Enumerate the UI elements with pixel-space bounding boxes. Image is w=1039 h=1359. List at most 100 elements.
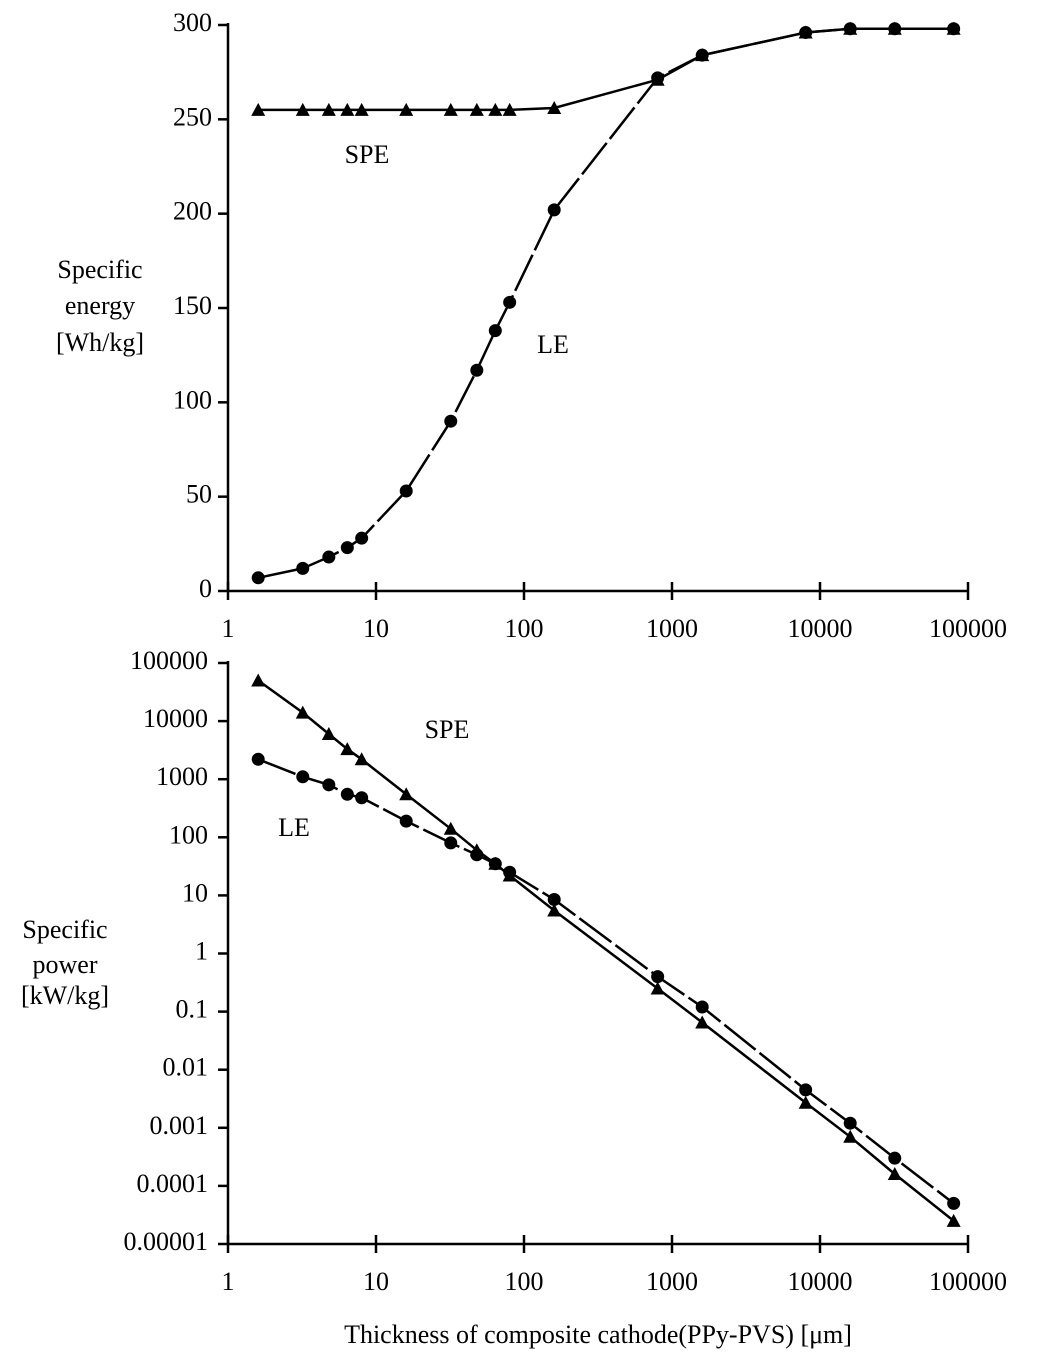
marker-circle [799, 1083, 813, 1097]
y-tick-label: 10 [182, 878, 208, 907]
y-tick-label: 0.00001 [124, 1227, 209, 1256]
y-tick-label: 0.0001 [137, 1169, 209, 1198]
y-tick-label: 0.1 [176, 995, 209, 1024]
marker-circle [888, 22, 902, 36]
x-tick-label: 100 [505, 614, 544, 643]
y-tick-label: 0.01 [163, 1053, 209, 1082]
marker-circle [296, 561, 310, 575]
x-tick-label: 1000 [646, 614, 698, 643]
marker-circle [947, 22, 961, 36]
marker-circle [651, 71, 665, 85]
y-axis-label: Specific [22, 915, 107, 944]
marker-circle [355, 791, 369, 805]
marker-circle [488, 857, 502, 871]
marker-triangle [547, 903, 562, 917]
marker-circle [340, 541, 354, 555]
marker-triangle [251, 102, 266, 116]
y-tick-label: 200 [173, 197, 212, 226]
y-tick-label: 300 [173, 8, 212, 37]
marker-triangle [399, 787, 414, 801]
marker-circle [399, 814, 413, 828]
x-tick-label: 10 [363, 614, 389, 643]
marker-circle [340, 787, 354, 801]
marker-triangle [399, 102, 414, 116]
marker-circle [444, 414, 458, 428]
marker-circle [470, 848, 484, 862]
y-tick-label: 0 [199, 574, 212, 603]
marker-triangle [488, 102, 503, 116]
marker-circle [488, 324, 502, 338]
marker-circle [947, 1196, 961, 1210]
annotation: LE [537, 330, 569, 359]
marker-circle [470, 363, 484, 377]
marker-triangle [295, 102, 310, 116]
y-axis-label: energy [65, 291, 135, 320]
x-tick-label: 100000 [929, 614, 1007, 643]
marker-circle [695, 48, 709, 62]
y-axis-label: power [33, 950, 98, 979]
x-tick-label: 10000 [788, 614, 853, 643]
marker-circle [503, 295, 517, 309]
y-axis-label: [Wh/kg] [56, 328, 144, 357]
x-tick-label: 1 [222, 1267, 235, 1296]
marker-circle [296, 770, 310, 784]
marker-triangle [340, 742, 355, 756]
marker-circle [695, 1000, 709, 1014]
marker-circle [399, 484, 413, 498]
x-tick-label: 100 [505, 1267, 544, 1296]
marker-triangle [946, 1213, 961, 1227]
y-tick-label: 100 [173, 385, 212, 414]
x-tick-label: 10000 [788, 1267, 853, 1296]
marker-circle [651, 970, 665, 984]
annotation: LE [278, 813, 310, 842]
marker-triangle [340, 102, 355, 116]
y-tick-label: 50 [186, 480, 212, 509]
marker-circle [251, 752, 265, 766]
x-tick-label: 1 [222, 614, 235, 643]
marker-triangle [354, 102, 369, 116]
x-tick-label: 100000 [929, 1267, 1007, 1296]
y-tick-label: 250 [173, 102, 212, 131]
marker-circle [843, 1116, 857, 1130]
y-tick-label: 100000 [130, 646, 208, 675]
marker-circle [843, 22, 857, 36]
marker-triangle [650, 981, 665, 995]
marker-triangle [295, 705, 310, 719]
y-tick-label: 100 [169, 820, 208, 849]
marker-triangle [321, 102, 336, 116]
marker-triangle [502, 102, 517, 116]
y-tick-label: 150 [173, 291, 212, 320]
series-line [258, 27, 954, 112]
marker-triangle [443, 102, 458, 116]
marker-triangle [443, 821, 458, 835]
marker-circle [799, 26, 813, 40]
y-tick-label: 10000 [143, 704, 208, 733]
marker-circle [444, 836, 458, 850]
marker-triangle [547, 101, 562, 115]
marker-triangle [887, 1167, 902, 1181]
annotation: SPE [345, 140, 390, 169]
y-tick-label: 0.001 [150, 1111, 209, 1140]
marker-triangle [321, 726, 336, 740]
marker-circle [503, 865, 517, 879]
marker-triangle [798, 1095, 813, 1109]
y-tick-label: 1000 [156, 762, 208, 791]
annotation: SPE [425, 715, 470, 744]
marker-circle [547, 893, 561, 907]
x-tick-label: 1000 [646, 1267, 698, 1296]
y-tick-label: 1 [195, 936, 208, 965]
marker-triangle [469, 102, 484, 116]
marker-circle [355, 531, 369, 545]
marker-triangle [843, 1129, 858, 1143]
marker-circle [251, 571, 265, 585]
y-axis-label: Specific [57, 255, 142, 284]
marker-circle [888, 1151, 902, 1165]
marker-triangle [251, 673, 266, 687]
marker-triangle [354, 752, 369, 766]
marker-circle [547, 203, 561, 217]
x-tick-label: 10 [363, 1267, 389, 1296]
marker-circle [322, 550, 336, 564]
marker-circle [322, 778, 336, 792]
x-axis-label: Thickness of composite cathode(PPy-PVS) … [344, 1320, 852, 1349]
